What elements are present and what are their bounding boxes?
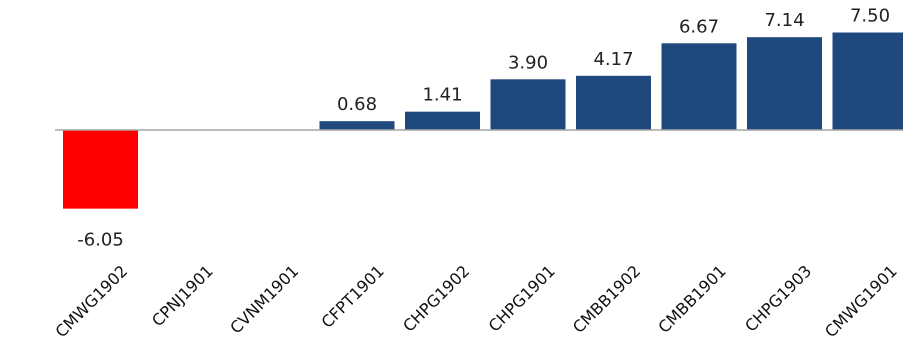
value-labels-group: -6.05 0.68 1.41 3.90 4.17 6.67 7.14 7.50 [77, 6, 890, 251]
value-label-chpg1902: 1.41 [422, 85, 462, 106]
bar-cmbb1901 [661, 43, 737, 130]
x-tick-label-cvnm1901: CVNM1901 [226, 261, 302, 337]
x-tick-label-chpg1901: CHPG1901 [485, 261, 559, 335]
value-label-cmwg1901: 7.50 [850, 6, 890, 27]
bar-chpg1902 [405, 111, 480, 130]
bar-cfpt1901 [319, 121, 395, 130]
x-tick-label-chpg1903: CHPG1903 [741, 261, 815, 335]
bar-cmwg1901 [832, 32, 903, 130]
bar-chpg1901 [490, 79, 566, 130]
x-tick-label-cmbb1901: CMBB1901 [654, 261, 729, 336]
x-tick-label-cfpt1901: CFPT1901 [317, 261, 387, 331]
bars-group [63, 32, 903, 209]
value-label-cmwg1902: -6.05 [77, 230, 124, 251]
value-label-chpg1903: 7.14 [764, 10, 804, 31]
bar-cmwg1902 [63, 130, 138, 209]
x-tick-label-chpg1902: CHPG1902 [399, 261, 473, 335]
bar-cmbb1902 [576, 75, 651, 130]
value-label-cmbb1901: 6.67 [679, 16, 719, 37]
value-label-cmbb1902: 4.17 [593, 49, 633, 70]
value-label-cfpt1901: 0.68 [337, 94, 377, 115]
x-tick-label-cmbb1902: CMBB1902 [569, 261, 644, 336]
x-tick-label-cmwg1901: CMWG1901 [821, 261, 901, 341]
value-label-chpg1901: 3.90 [508, 52, 548, 73]
x-tick-labels-group: CMWG1902 CPNJ1901 CVNM1901 CFPT1901 CHPG1902… [51, 261, 900, 341]
x-tick-label-cpnj1901: CPNJ1901 [148, 261, 217, 330]
x-tick-label-cmwg1902: CMWG1902 [51, 261, 131, 341]
bar-chpg1903 [747, 37, 822, 130]
